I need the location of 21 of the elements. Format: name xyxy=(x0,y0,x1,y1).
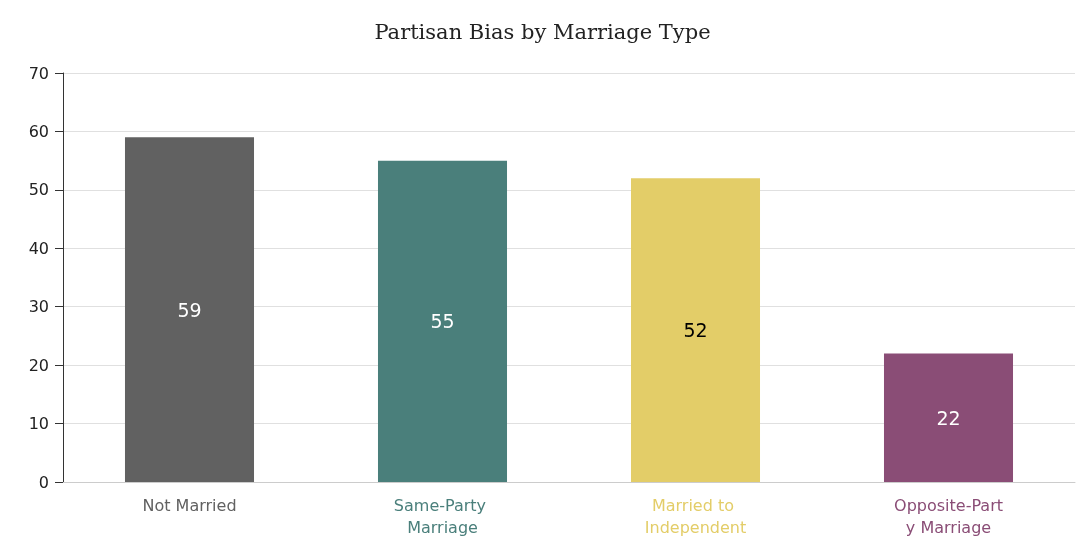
y-tick-label: 50 xyxy=(28,180,49,200)
y-tick-label: 40 xyxy=(28,238,49,258)
y-tick-label: 70 xyxy=(28,63,49,83)
bar xyxy=(883,353,1014,482)
bar xyxy=(124,137,255,482)
data-label: 59 xyxy=(177,298,202,321)
x-tick-label: Married to Independent xyxy=(644,495,747,537)
y-tick-label: 0 xyxy=(38,472,49,492)
y-tick-label: 30 xyxy=(28,297,49,317)
chart-title: Partisan Bias by Marriage Type xyxy=(374,19,711,44)
bar xyxy=(377,160,508,482)
x-tick-label: Opposite-Party Marriage xyxy=(894,495,1003,537)
data-label: 22 xyxy=(936,406,961,429)
x-tick-label: Not Married xyxy=(142,495,237,515)
y-tick-label: 10 xyxy=(28,414,49,434)
x-tick-label: Same-Party Marriage xyxy=(393,495,492,537)
data-label: 52 xyxy=(683,319,708,342)
data-label: 55 xyxy=(430,310,455,333)
y-tick-label: 60 xyxy=(28,121,49,141)
y-tick-label: 20 xyxy=(28,355,49,375)
bar xyxy=(630,178,761,482)
